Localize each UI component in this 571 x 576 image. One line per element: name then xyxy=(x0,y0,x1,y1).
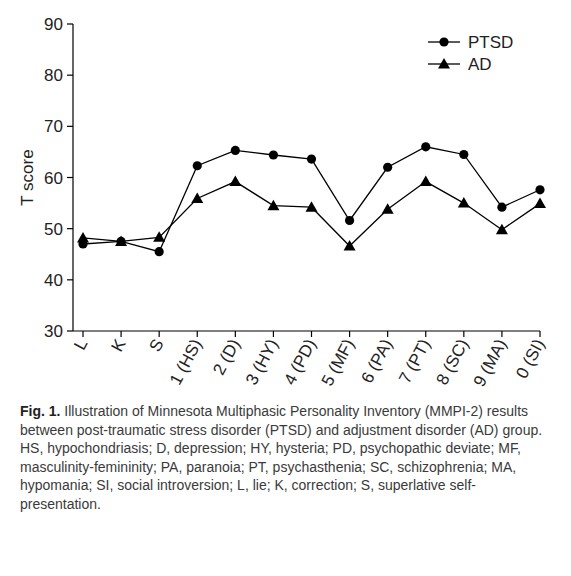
data-point xyxy=(496,224,508,235)
y-tick xyxy=(67,279,73,280)
x-tick xyxy=(120,331,121,337)
series-line xyxy=(83,182,540,246)
data-point xyxy=(345,216,354,225)
y-tick-label: 90 xyxy=(44,15,63,34)
data-point xyxy=(421,142,430,151)
y-tick xyxy=(67,126,73,127)
data-point xyxy=(459,150,468,159)
x-tick-label: L xyxy=(70,336,91,353)
x-tick-label: 6 (PA) xyxy=(357,336,396,386)
x-tick xyxy=(349,331,350,337)
x-tick-label: 4 (PD) xyxy=(280,336,320,388)
data-point xyxy=(155,247,164,256)
data-point xyxy=(535,185,544,194)
data-point xyxy=(382,203,394,214)
x-tick-label: 1 (HS) xyxy=(166,336,206,388)
caption-notes: HS, hypochondriasis; D, depression; HY, … xyxy=(20,439,554,513)
y-tick-label: 50 xyxy=(44,220,63,239)
x-tick xyxy=(273,331,274,337)
data-point xyxy=(267,200,279,211)
x-tick xyxy=(463,331,464,337)
x-tick xyxy=(425,331,426,337)
data-point xyxy=(344,240,356,251)
data-point xyxy=(115,235,127,246)
caption-text: Illustration of Minnesota Multiphasic Pe… xyxy=(20,403,542,438)
caption-label: Fig. 1. xyxy=(20,403,60,419)
data-point xyxy=(420,176,432,187)
x-tick xyxy=(539,331,540,337)
y-tick-label: 80 xyxy=(44,66,63,85)
x-tick xyxy=(197,331,198,337)
data-point xyxy=(306,201,318,212)
legend-label: PTSD xyxy=(468,33,513,52)
plot-area xyxy=(77,142,546,256)
x-tick-label: 3 (HY) xyxy=(242,336,282,388)
x-tick-label: K xyxy=(108,335,130,355)
data-point xyxy=(193,161,202,170)
x-tick-label: 7 (PT) xyxy=(395,336,434,387)
data-point xyxy=(269,150,278,159)
x-tick-label: S xyxy=(146,336,168,355)
data-point xyxy=(497,203,506,212)
y-tick-label: 70 xyxy=(44,117,63,136)
x-tick-label: 5 (MF) xyxy=(318,336,358,389)
data-point xyxy=(191,192,203,203)
y-tick xyxy=(67,23,73,24)
x-tick xyxy=(387,331,388,337)
y-axis-label: T score xyxy=(18,149,37,205)
caption-block: Fig. 1. Illustration of Minnesota Multip… xyxy=(20,402,554,513)
data-point xyxy=(231,146,240,155)
x-tick xyxy=(311,331,312,337)
x-tick xyxy=(159,331,160,337)
data-point xyxy=(229,176,241,187)
data-point xyxy=(534,198,546,209)
x-tick-label: 9 (MA) xyxy=(470,336,511,390)
x-tick xyxy=(501,331,502,337)
legend-label: AD xyxy=(468,55,492,74)
x-tick-label: 0 (SI) xyxy=(512,336,548,382)
legend-marker xyxy=(438,58,450,69)
y-tick-label: 60 xyxy=(44,169,63,188)
x-axis xyxy=(73,330,540,331)
x-tick-label: 8 (SC) xyxy=(433,336,473,388)
data-point xyxy=(307,154,316,163)
y-tick-label: 30 xyxy=(44,322,63,341)
y-tick xyxy=(67,177,73,178)
x-tick xyxy=(235,331,236,337)
y-tick xyxy=(67,330,73,331)
caption: Fig. 1. Illustration of Minnesota Multip… xyxy=(20,402,554,439)
data-point xyxy=(77,232,89,243)
data-point xyxy=(383,163,392,172)
y-tick xyxy=(67,75,73,76)
x-tick-label: 2 (D) xyxy=(209,336,244,378)
data-point xyxy=(458,197,470,208)
data-point xyxy=(153,231,165,242)
legend-marker xyxy=(439,37,448,46)
series-line xyxy=(83,147,540,252)
chart: 30 40 50 60 70 80 90 T score LKS1 (HS)2 (D)3 (HY… xyxy=(0,0,571,400)
y-tick-label: 40 xyxy=(44,271,63,290)
x-tick xyxy=(82,331,83,337)
y-tick xyxy=(67,228,73,229)
